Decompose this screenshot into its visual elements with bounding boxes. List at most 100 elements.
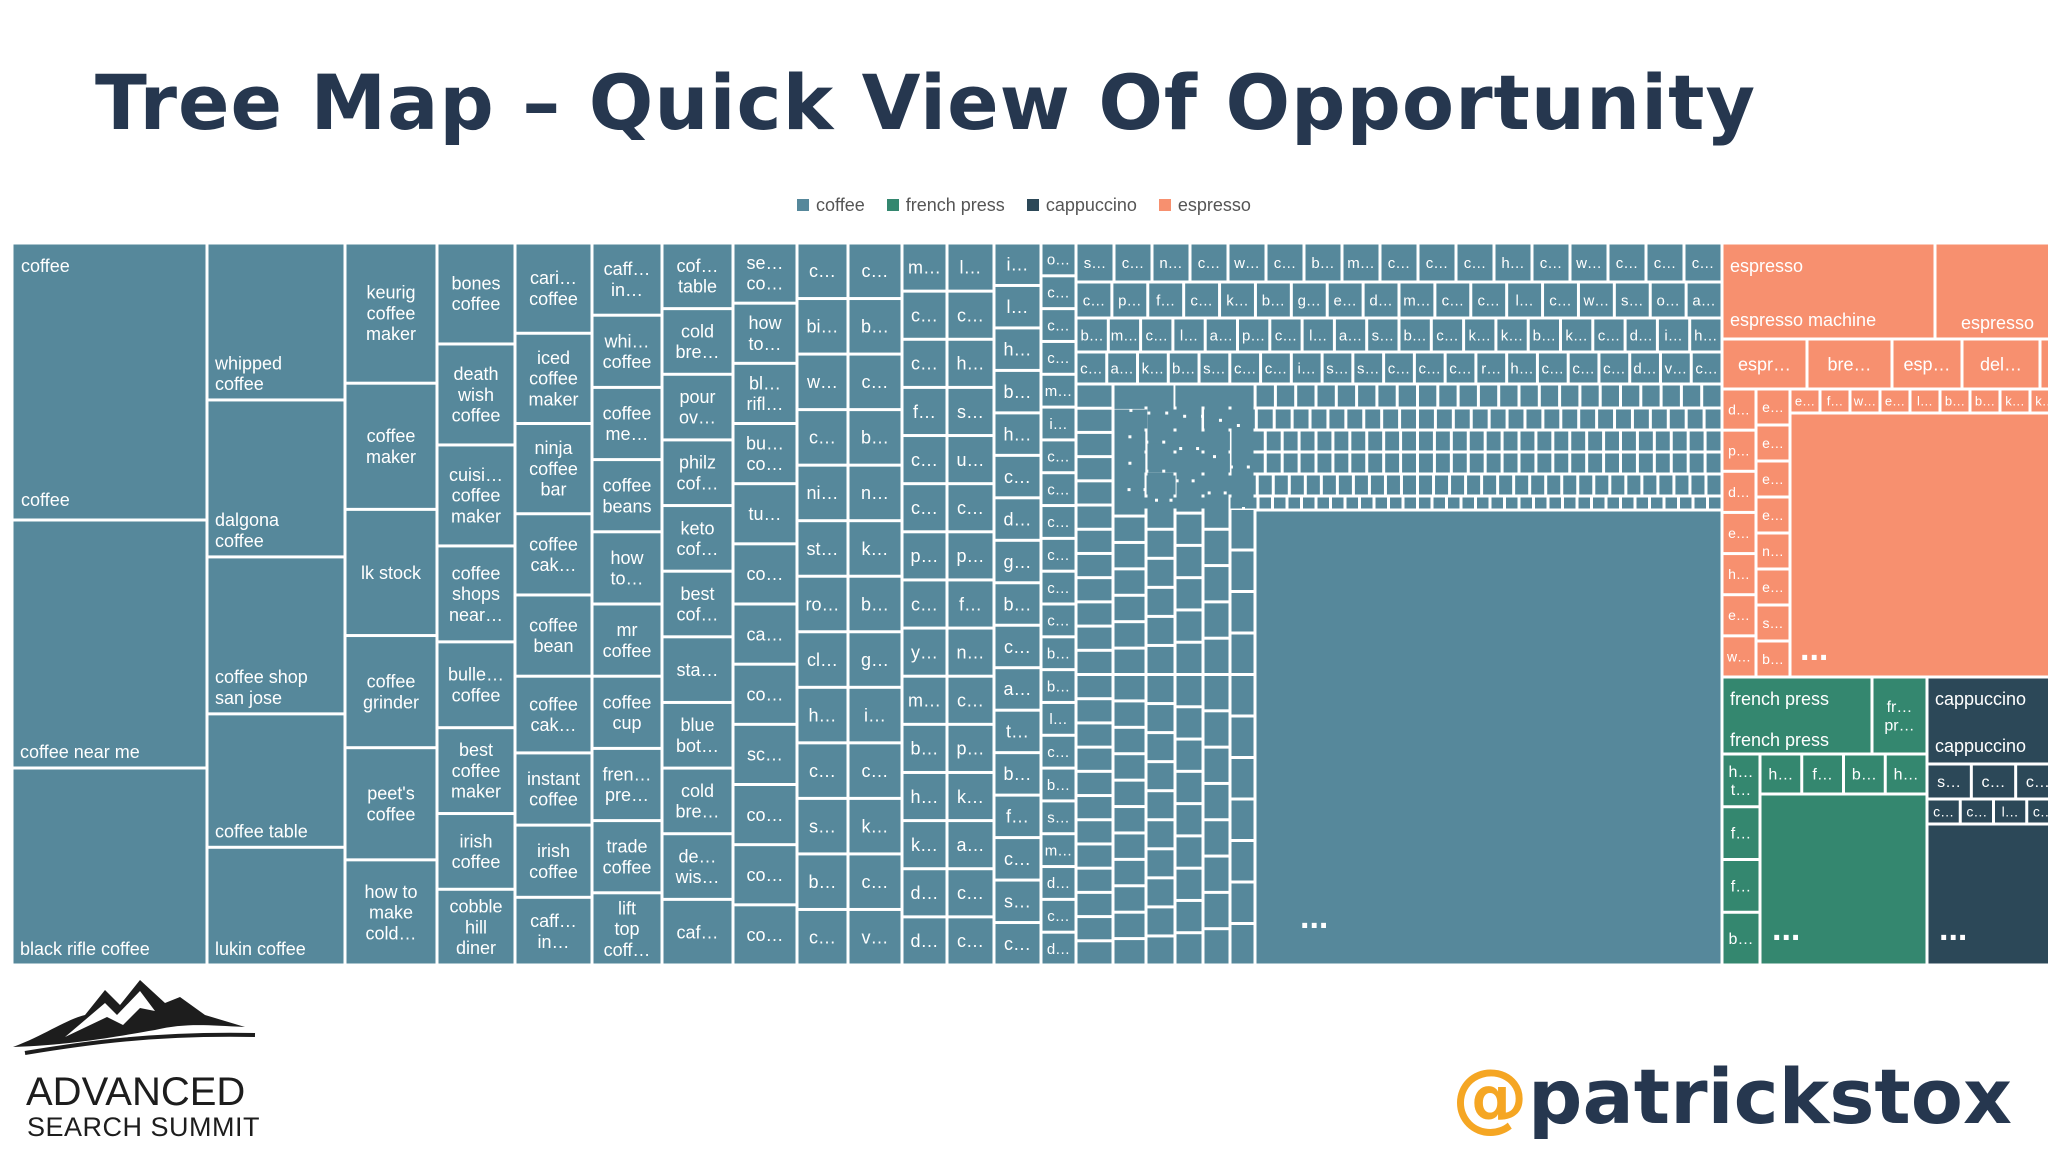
treemap-tile xyxy=(1386,475,1400,495)
tile-label: m… xyxy=(908,691,941,711)
treemap-tile xyxy=(438,244,514,343)
tile-label: coffee cak… xyxy=(529,534,578,575)
treemap-tile xyxy=(1672,453,1687,473)
treemap-tile xyxy=(1114,411,1145,436)
treemap-tile xyxy=(1520,431,1535,451)
treemap-tile xyxy=(1114,808,1145,832)
tile-label: c… xyxy=(957,931,984,951)
tile-label: w… xyxy=(1726,648,1751,664)
tile-label: c… xyxy=(957,691,984,711)
treemap-tile xyxy=(1821,390,1849,412)
treemap-tile xyxy=(1544,283,1577,317)
treemap-tile xyxy=(1259,497,1271,509)
tile-label: c… xyxy=(1083,292,1106,309)
treemap-tile xyxy=(2031,390,2048,412)
tile-label: espresso machine xyxy=(1730,310,1876,330)
tile-label: coffee cak… xyxy=(529,695,578,736)
tile-label: c… xyxy=(1654,255,1677,272)
treemap-tile xyxy=(1176,450,1202,480)
treemap-tile xyxy=(1622,453,1636,473)
treemap-tile xyxy=(1616,409,1631,429)
treemap-tile xyxy=(1398,385,1416,407)
treemap-tile xyxy=(1147,705,1174,732)
tile-label: c… xyxy=(1047,481,1070,498)
treemap-tile xyxy=(1761,755,1801,793)
treemap-tile xyxy=(1042,933,1075,964)
treemap-tile xyxy=(1680,497,1692,509)
tile-label: h… xyxy=(1694,327,1717,344)
tile-label: cl… xyxy=(807,650,838,670)
tile-label: d… xyxy=(1047,941,1070,958)
treemap-tile xyxy=(798,910,847,964)
tile-label: whi… coffee xyxy=(603,331,652,372)
treemap-tile xyxy=(1497,319,1527,351)
treemap-tile xyxy=(1651,497,1663,509)
treemap-tile xyxy=(1288,497,1300,509)
treemap-tile xyxy=(1600,353,1629,383)
tile-label: i… xyxy=(1007,255,1029,275)
treemap-tile xyxy=(1147,908,1174,935)
tile-label: fr… pr… xyxy=(1884,699,1914,734)
treemap-tile xyxy=(593,244,661,314)
treemap-tile xyxy=(1290,475,1304,495)
tile-label: c… xyxy=(1477,292,1500,309)
treemap-tile xyxy=(1723,390,1755,429)
tile-label: coffee shop san jose xyxy=(215,667,308,708)
treemap-tile xyxy=(1531,475,1545,495)
tile-label: c… xyxy=(1265,360,1288,377)
tile-label: sc… xyxy=(747,745,783,765)
treemap-tile xyxy=(734,846,796,904)
treemap-tile xyxy=(1404,497,1416,509)
tile-label: c… xyxy=(862,372,889,392)
tile-label: w… xyxy=(1582,292,1609,309)
treemap-tile xyxy=(663,375,732,439)
treemap-tile xyxy=(1694,497,1706,509)
treemap-tile xyxy=(1687,409,1703,429)
tile-label: m… xyxy=(908,257,941,277)
treemap-tile xyxy=(1490,409,1506,429)
treemap-tile xyxy=(1675,475,1689,495)
tile-label: k… xyxy=(2035,394,2048,409)
treemap-tile xyxy=(1077,748,1112,770)
treemap-tile xyxy=(798,355,847,409)
treemap-tile xyxy=(663,310,732,373)
treemap-tile xyxy=(1114,623,1145,647)
tile-label: c… xyxy=(1047,613,1070,630)
treemap-tile xyxy=(849,355,901,409)
treemap-tile xyxy=(1598,409,1614,429)
treemap-tile xyxy=(346,637,436,747)
tile-label: c… xyxy=(1047,744,1070,761)
treemap-tile xyxy=(1147,501,1174,528)
tile-label: b… xyxy=(1762,651,1784,667)
tile-label: i… xyxy=(1049,416,1067,433)
tile-label: s… xyxy=(1763,615,1784,631)
treemap-tile xyxy=(1622,497,1634,509)
tile-label: keurig coffee maker xyxy=(366,283,416,344)
tile-label: w… xyxy=(1853,394,1876,409)
treemap-tile xyxy=(1723,513,1755,553)
treemap-tile xyxy=(1042,342,1075,373)
treemap-tile xyxy=(1306,475,1320,495)
tile-label: c… xyxy=(862,761,889,781)
tile-label: del… xyxy=(1980,354,2022,374)
treemap-tile xyxy=(1662,385,1680,407)
treemap-tile xyxy=(13,244,206,519)
treemap-tile xyxy=(1271,319,1301,351)
tile-label: s… xyxy=(1084,255,1107,272)
treemap-tile xyxy=(948,244,993,290)
treemap-tile xyxy=(1322,475,1336,495)
tile-label: french press xyxy=(1730,730,1829,750)
treemap-tile xyxy=(1375,497,1387,509)
treemap-tile xyxy=(1723,808,1759,858)
tile-label: n… xyxy=(1762,543,1784,559)
treemap-tile xyxy=(1723,244,1934,338)
treemap-tile xyxy=(1231,510,1254,549)
treemap-tile xyxy=(948,581,993,627)
treemap-tile xyxy=(1757,570,1789,604)
treemap-tile xyxy=(1231,759,1254,798)
treemap-tile xyxy=(849,244,901,298)
treemap-tile xyxy=(1415,353,1444,383)
treemap-tile xyxy=(1042,802,1075,833)
treemap-tile xyxy=(1351,431,1366,451)
legend-item: coffee xyxy=(797,193,865,217)
